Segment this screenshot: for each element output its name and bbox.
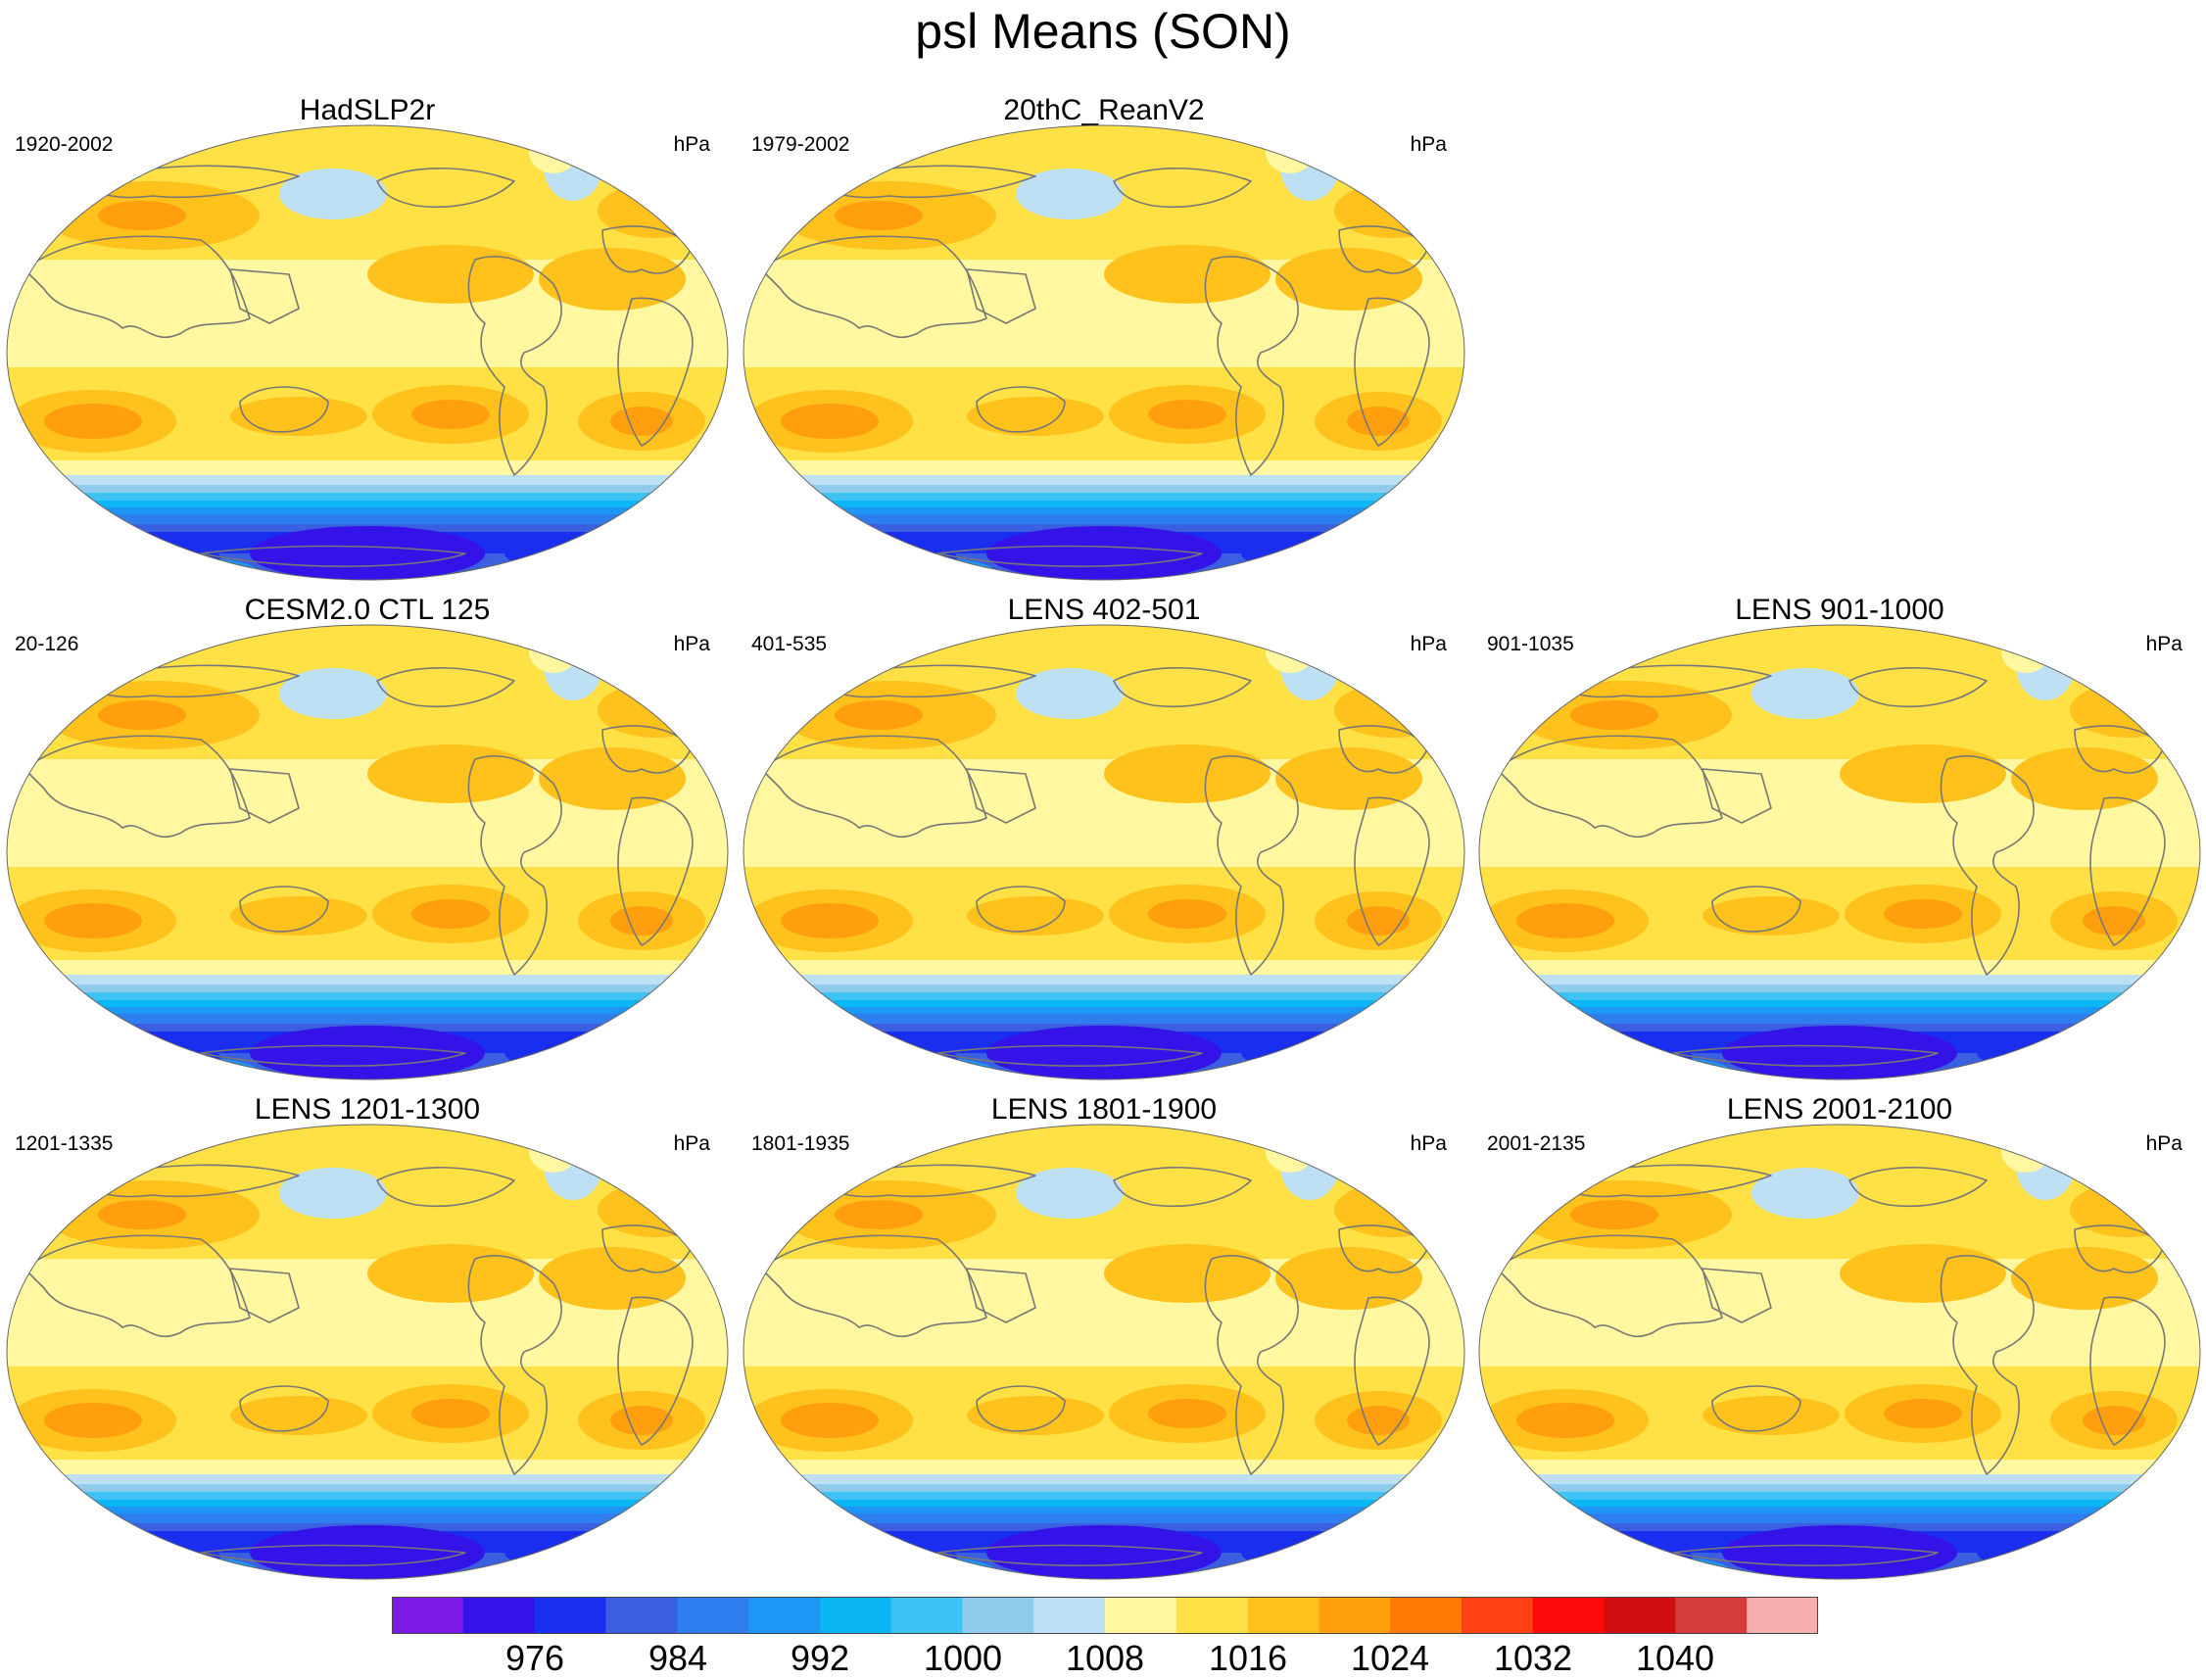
- panel-years: 1979-2002: [751, 133, 850, 156]
- psl-map: [1478, 1124, 2201, 1580]
- psl-map: [6, 1124, 729, 1580]
- panel-title: LENS 1801-1900: [990, 1093, 1218, 1126]
- psl-map: [6, 124, 729, 581]
- colorbar-swatch: [890, 1597, 963, 1634]
- map-panel-lens-1801: LENS 1801-1900 1801-1935 hPa: [742, 1092, 1466, 1585]
- panel-title: CESM2.0 CTL 125: [244, 594, 491, 626]
- panel-title: LENS 2001-2100: [1726, 1093, 1953, 1126]
- panel-units: hPa: [2145, 633, 2182, 655]
- colorbar-swatch: [1247, 1597, 1319, 1634]
- panel-title: 20thC_ReanV2: [1003, 94, 1205, 126]
- colorbar-tick-label: 1032: [1493, 1638, 1573, 1678]
- colorbar-swatch: [1105, 1597, 1177, 1634]
- panel-title: HadSLP2r: [299, 94, 436, 126]
- page-title: psl Means (SON): [915, 4, 1291, 59]
- map-panel-20thc-reanv2: 20thC_ReanV2 1979-2002 hPa: [742, 93, 1466, 586]
- colorbar-swatch: [748, 1597, 821, 1634]
- panel-years: 1201-1335: [15, 1132, 114, 1155]
- panel-years: 1801-1935: [751, 1132, 850, 1155]
- panel-years: 401-535: [751, 633, 828, 655]
- colorbar-swatch: [392, 1597, 464, 1634]
- colorbar-tick-label: 992: [790, 1638, 850, 1678]
- map-panel-lens-2001: LENS 2001-2100 2001-2135 hPa: [1477, 1092, 2202, 1585]
- colorbar-swatch: [1532, 1597, 1606, 1634]
- colorbar-tick-label: 1016: [1208, 1638, 1288, 1678]
- panel-title: LENS 1201-1300: [254, 1093, 481, 1126]
- panel-years: 20-126: [15, 633, 79, 655]
- psl-map: [743, 124, 1465, 581]
- panel-units: hPa: [673, 633, 710, 655]
- map-panel-lens-901: LENS 901-1000 901-1035 hPa: [1477, 593, 2202, 1085]
- colorbar-swatch: [1390, 1597, 1463, 1634]
- panel-years: 2001-2135: [1487, 1132, 1586, 1155]
- map-panel-cesm2-ctl: CESM2.0 CTL 125 20-126 hPa: [5, 593, 730, 1085]
- panel-units: hPa: [1410, 133, 1447, 156]
- panel-years: 901-1035: [1487, 633, 1574, 655]
- colorbar-swatch: [1747, 1597, 1818, 1634]
- colorbar-swatch: [1462, 1597, 1534, 1634]
- colorbar-swatch: [962, 1597, 1034, 1634]
- panel-title: LENS 402-501: [1007, 594, 1201, 626]
- panel-units: hPa: [2145, 1132, 2182, 1155]
- panel-title: LENS 901-1000: [1735, 594, 1944, 626]
- colorbar-tick-label: 976: [504, 1638, 565, 1678]
- map-panel-lens-1201: LENS 1201-1300 1201-1335 hPa: [5, 1092, 730, 1585]
- panel-years: 1920-2002: [15, 133, 114, 156]
- colorbar-tick-label: 1008: [1065, 1638, 1145, 1678]
- colorbar-swatch: [819, 1597, 892, 1634]
- colorbar-swatch: [1319, 1597, 1391, 1634]
- panel-units: hPa: [673, 133, 710, 156]
- psl-map: [6, 624, 729, 1080]
- colorbar-swatch: [534, 1597, 606, 1634]
- colorbar-swatch: [1675, 1597, 1748, 1634]
- colorbar-swatch: [462, 1597, 536, 1634]
- panel-units: hPa: [1410, 1132, 1447, 1155]
- psl-map: [1478, 624, 2201, 1080]
- panel-units: hPa: [1410, 633, 1447, 655]
- colorbar: [392, 1597, 1818, 1634]
- colorbar-swatch: [677, 1597, 749, 1634]
- psl-map: [743, 624, 1465, 1080]
- panel-units: hPa: [673, 1132, 710, 1155]
- colorbar-swatch: [605, 1597, 678, 1634]
- psl-map: [743, 1124, 1465, 1580]
- colorbar-tick-label: 1024: [1350, 1638, 1430, 1678]
- map-panel-lens-402: LENS 402-501 401-535 hPa: [742, 593, 1466, 1085]
- colorbar-tick-label: 1000: [923, 1638, 1003, 1678]
- map-panel-hadslp2r: HadSLP2r 1920-2002 hPa: [5, 93, 730, 586]
- colorbar-swatch: [1033, 1597, 1106, 1634]
- colorbar-tick-label: 984: [647, 1638, 708, 1678]
- colorbar-swatch: [1175, 1597, 1249, 1634]
- colorbar-tick-label: 1040: [1635, 1638, 1715, 1678]
- colorbar-swatch: [1604, 1597, 1676, 1634]
